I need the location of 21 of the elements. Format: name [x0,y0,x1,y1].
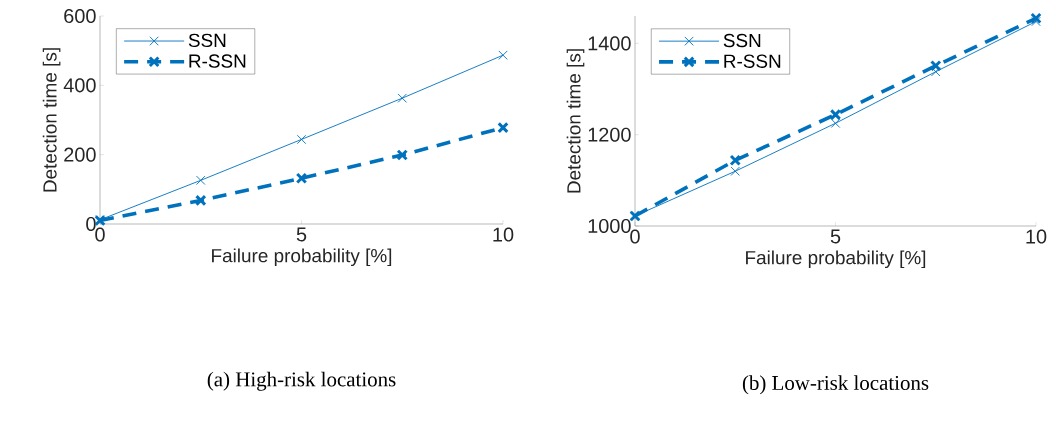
text: (a) High-risk locations [207,371,396,391]
x-tick-label: 10 [493,227,514,242]
x-tick-label: 5 [830,229,841,244]
legend-label: R-SSN [189,54,246,68]
y-tick-label: 400 [63,78,96,93]
legend-label: SSN [188,33,226,48]
y-tick-label: 1000 [588,218,631,234]
y-axis-title: Detection time [s] [42,48,61,192]
x-axis-title: Failure probability [%] [746,250,926,269]
y-tick-label: 200 [64,147,96,162]
y-tick-label: 0 [86,216,96,232]
y-tick-label: 1200 [588,127,631,142]
y-tick-label: 1400 [588,36,631,51]
y-tick-label: 600 [64,8,96,24]
y-axis-title: Detection time [s] [566,49,585,193]
x-tick-label: 5 [296,227,307,242]
text: (b) Low-risk locations [742,375,929,395]
legend-label: SSN [723,33,761,48]
x-tick-label: 10 [1026,229,1047,244]
legend-label: R-SSN [724,54,781,68]
x-axis-title: Failure probability [%] [212,248,392,267]
